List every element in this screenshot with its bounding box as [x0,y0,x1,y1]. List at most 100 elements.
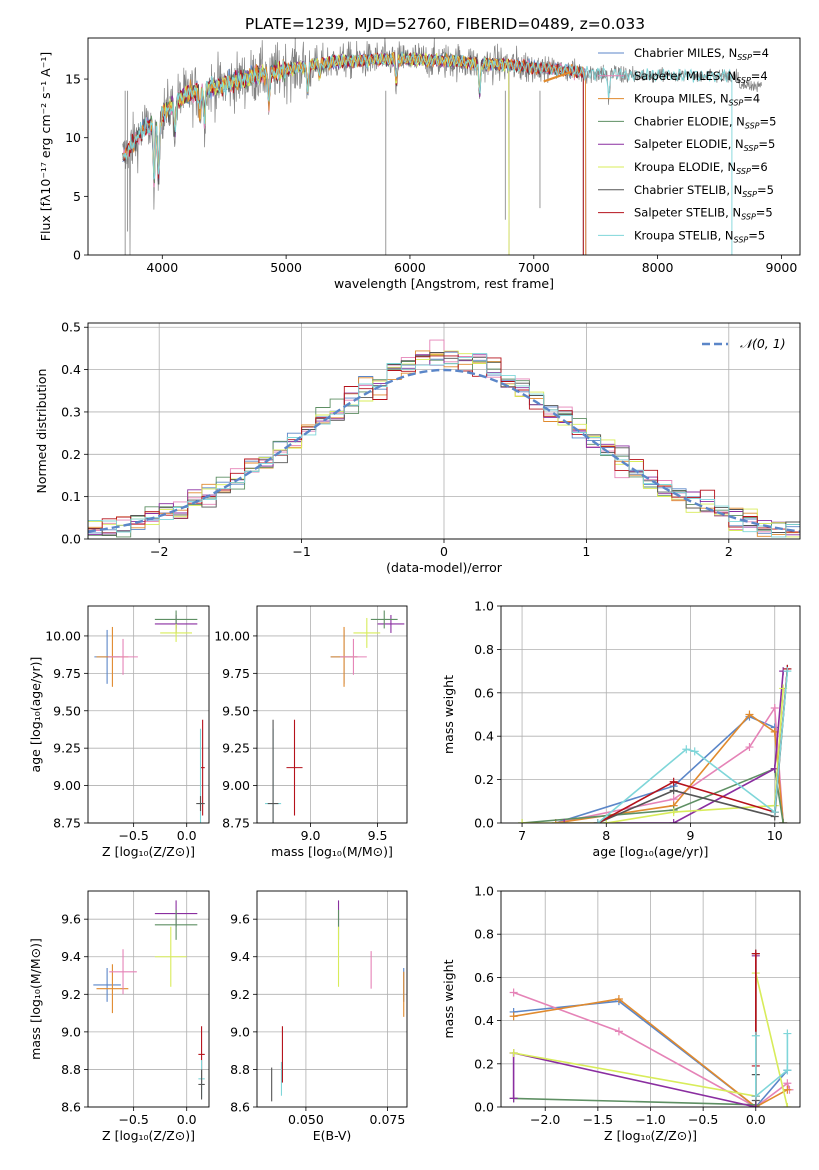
y-axis-label: mass [log₁₀(M/M⊙)] [28,938,43,1060]
weight-marker [751,1092,760,1101]
legend-name: Chabrier STELIB, N [634,183,742,197]
weight-marker [770,808,779,817]
y-axis-label: age [log₁₀(age/yr)] [28,657,43,773]
y-tick-label: 9.0 [61,1024,81,1039]
weight-marker [593,819,602,823]
legend-subscript: SSP [742,190,757,199]
y-tick-label: 8.75 [53,816,81,831]
histogram-step [88,353,800,539]
x-tick-label: 7 [518,828,526,843]
weight-marker [783,1066,792,1075]
weight-marker [770,703,779,712]
y-tick-label: 5 [73,189,81,204]
y-tick-label: 0.4 [474,729,494,744]
legend-label: Kroupa STELIB, NSSP=5 [634,228,765,244]
x-tick-label: 9 [687,828,695,843]
weight-line [522,767,784,823]
y-tick-label: 1.0 [474,884,494,899]
legend-label: Chabrier MILES, NSSP=4 [634,46,769,62]
model-highlight [543,70,572,83]
legend-subscript: SSP [737,53,752,62]
axes: 7 8 9 10 0.0 0.2 0.4 0.6 0.8 1.0 age [log₁₀(age/yr… [441,599,783,860]
y-tick-label: 8.8 [61,1062,81,1077]
x-tick-label: 0.0 [177,1112,197,1127]
legend-label: Chabrier ELODIE, NSSP=5 [634,114,776,130]
legend-name: Kroupa STELIB, N [634,228,734,242]
axes-frame [87,37,801,256]
panel-weight_vs_age: 7 8 9 10 0.0 0.2 0.4 0.6 0.8 1.0 age [log₁₀(age/yr… [441,599,801,860]
plot-area [93,900,205,1100]
legend-name: Chabrier ELODIE, N [634,114,745,128]
y-tick-label: 9.2 [61,987,81,1002]
weight-marker [518,819,527,823]
x-tick-label: 0.050 [288,1112,324,1127]
legend-label: Kroupa ELODIE, NSSP=6 [634,160,768,176]
legend-name: Kroupa MILES, N [634,92,729,106]
y-axis-label: mass weight [441,675,456,754]
x-tick-label: −0.5 [688,1112,718,1127]
weight-marker [779,819,788,823]
y-tick-label: 0.4 [474,1013,494,1028]
legend-subscript: SSP [736,76,751,85]
y-tick-label: 9.75 [53,666,81,681]
y-tick-label: 9.4 [230,949,250,964]
y-tick-label: 0.0 [474,816,494,831]
y-tick-label: 0.6 [474,685,494,700]
x-axis-label: (data-model)/error [386,560,503,575]
weight-marker [560,819,569,823]
y-tick-label: 9.4 [61,949,81,964]
legend-count: =5 [757,183,774,197]
weight-marker [509,1094,518,1103]
x-axis-label: E(B-V) [313,1128,352,1143]
plot-area [94,610,205,823]
weight-line [512,955,757,1107]
weight-marker [751,949,760,958]
x-tick-label: 8 [602,828,610,843]
plot-area [271,900,405,1102]
y-tick-label: 9.00 [222,778,250,793]
axes-frame [256,605,408,824]
y-tick-label: 8.6 [230,1100,250,1115]
panel-mass_vs_EBV: 0.050 0.075 8.6 8.8 9.0 9.2 9.4 9.6 E(B-V) [230,890,408,1143]
x-tick-label: 0.0 [177,828,197,843]
x-tick-label: 7000 [518,260,550,275]
y-tick-label: 9.6 [61,912,81,927]
weight-marker [783,1103,792,1107]
y-tick-label: 0.8 [474,927,494,942]
model-spectrum [149,52,510,255]
weight-line [513,998,788,1107]
x-tick-label: −1.5 [583,1112,613,1127]
x-tick-label: 8000 [642,260,674,275]
legend-label: Salpeter MILES, NSSP=4 [634,69,768,85]
y-tick-label: 0.2 [474,772,494,787]
weight-line [513,1097,756,1106]
weight-marker [669,777,678,786]
axes-frame [500,890,801,1108]
plot-area [88,339,800,539]
legend-count: =5 [760,114,777,128]
legend-count: =4 [743,92,760,106]
weight-marker [509,1049,518,1057]
x-tick-label: 9.0 [301,828,321,843]
weight-line [597,671,789,823]
x-tick-label: 0 [440,544,448,559]
y-tick-label: 9.25 [222,741,250,756]
plot-area [509,949,794,1107]
weight-marker [783,1029,792,1038]
axes-frame [87,890,210,1108]
y-tick-label: 1.0 [474,599,494,614]
plot-area [122,38,762,255]
y-tick-label: 0.8 [474,642,494,657]
plot-area [518,664,792,823]
x-tick-label: 9000 [766,260,798,275]
x-tick-label: −0.5 [118,1112,148,1127]
plots-layer: 4000 5000 6000 7000 8000 9000051015wavelength… [28,37,801,1143]
weight-marker [509,988,518,997]
panel-spectrum: 4000 5000 6000 7000 8000 9000 0 5 10 15 wavelength… [38,37,801,291]
legend-label: Salpeter STELIB, NSSP=5 [634,206,773,222]
axes: 0.050 0.075 8.6 8.8 9.0 9.2 9.4 9.6 E(B-V) [230,912,405,1143]
y-tick-label: 0.4 [61,362,81,377]
x-tick-label: 0.075 [370,1112,406,1127]
weight-marker [669,808,678,817]
plot-area [265,610,405,823]
